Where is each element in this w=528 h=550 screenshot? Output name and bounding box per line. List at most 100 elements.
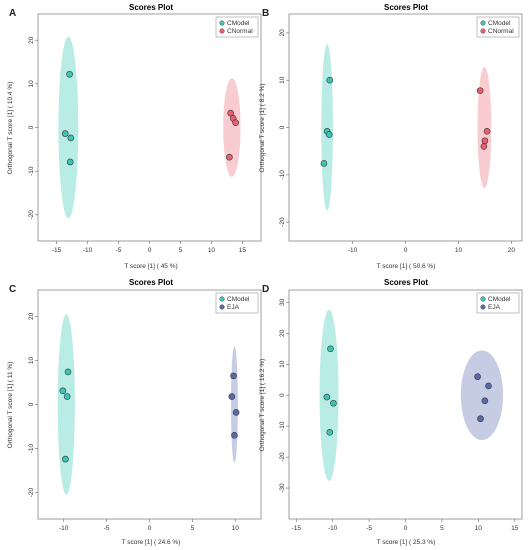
x-axis-title: T score [1] ( 25.3 %)	[377, 539, 436, 546]
plot-title: Scores Plot	[384, 278, 428, 287]
plot-panel-b: B Scores Plot -10 0 10 20 -20 -10 0 10 20 T score […	[259, 3, 523, 270]
x-tick-label: -15	[292, 525, 302, 532]
data-point-cmodel-4	[326, 429, 334, 436]
legend-marker-eja	[480, 304, 486, 310]
legend-box	[476, 16, 520, 38]
panel-letter: B	[262, 8, 269, 19]
data-point-cmodel-3	[63, 393, 71, 400]
confidence-ellipse-cmodel	[58, 36, 79, 219]
data-point-eja-1	[230, 372, 237, 380]
plot-frame	[37, 289, 262, 520]
y-tick-label: 20	[279, 329, 286, 337]
y-tick-label: 30	[279, 298, 286, 306]
y-tick-label: -10	[279, 170, 286, 180]
data-point-cnormal-3	[232, 119, 239, 126]
legend-label-cmodel: CModel	[227, 296, 250, 303]
y-tick-label: -20	[279, 217, 286, 227]
x-tick-label: 15	[511, 525, 519, 532]
y-tick-label: -10	[279, 421, 286, 431]
y-tick-label: 0	[28, 402, 35, 406]
legend-label-eja: EJA	[227, 304, 240, 311]
x-tick-label: 10	[208, 247, 216, 254]
legend-label-cmodel: CModel	[227, 20, 250, 27]
plot-title: Scores Plot	[129, 278, 173, 287]
y-tick-label: 20	[28, 312, 35, 320]
legend-marker-cnormal	[219, 28, 225, 34]
data-point-cmodel-1	[326, 76, 334, 84]
data-point-eja-4	[477, 415, 484, 423]
y-tick-label: -10	[28, 166, 35, 176]
data-point-cmodel-3	[330, 399, 337, 407]
data-point-cmodel-1	[64, 368, 72, 376]
data-point-cmodel-1	[66, 70, 73, 78]
y-tick-label: 10	[279, 360, 286, 368]
confidence-ellipse-cnormal	[223, 78, 241, 177]
data-point-eja-4	[231, 432, 238, 439]
plot-title: Scores Plot	[384, 3, 428, 12]
legend-label-eja: EJA	[488, 304, 501, 311]
plot-panel-d: D Scores Plot -15 -10 -5 0 5 10 15 -30 -20 -10 0 10 20…	[259, 278, 523, 546]
y-tick-label: 20	[279, 29, 286, 37]
y-tick-label: -20	[28, 488, 35, 498]
y-axis-title: Orthogonal T score [1] ( 10.4 %)	[7, 82, 14, 175]
y-tick-label: 0	[279, 125, 286, 129]
data-point-eja-3	[232, 409, 240, 416]
x-tick-label: 10	[455, 247, 463, 254]
x-tick-label: 0	[404, 525, 408, 532]
x-tick-label: 0	[148, 247, 152, 254]
y-axis-title: Orthogonal T score [1] ( 11 %)	[7, 362, 14, 449]
data-point-eja-2	[228, 393, 236, 400]
y-axis-title: Orthogonal T score [1] ( 16.2 %)	[259, 359, 266, 452]
legend-box	[215, 16, 259, 38]
x-axis-title: T score [1] ( 50.6 %)	[377, 263, 436, 270]
legend-marker-eja	[219, 304, 225, 310]
x-tick-label: -5	[366, 525, 372, 532]
x-tick-label: 5	[191, 525, 195, 532]
x-axis-title: T score [1] ( 24.6 %)	[122, 539, 181, 546]
confidence-ellipse-cmodel	[57, 314, 75, 495]
y-tick-label: 10	[28, 80, 35, 88]
confidence-ellipse-eja	[460, 350, 504, 441]
x-tick-label: -15	[52, 247, 62, 254]
x-tick-label: 15	[239, 247, 247, 254]
data-point-cmodel-4	[66, 158, 74, 166]
plot-panel-a: A Scores Plot -15 -10 -5 0 5 10 15 -20 -10 0 10 20 T s…	[7, 3, 262, 270]
data-point-cnormal-3	[481, 137, 489, 145]
x-tick-label: 5	[179, 247, 183, 254]
data-point-eja-2	[485, 382, 492, 390]
x-tick-label: 10	[475, 525, 483, 532]
x-tick-label: -5	[104, 525, 110, 532]
x-tick-label: 0	[148, 525, 152, 532]
data-point-cmodel-1	[327, 345, 334, 353]
legend-label-cnormal: CNormal	[227, 28, 253, 35]
legend-marker-cmodel	[219, 20, 225, 26]
y-tick-label: -20	[279, 452, 286, 462]
y-axis-title: Orthogonal T score [1] ( 8.2 %)	[259, 84, 266, 173]
x-tick-label: -10	[328, 525, 338, 532]
data-point-eja-3	[481, 397, 489, 405]
data-point-cnormal-1	[476, 87, 484, 94]
x-tick-label: -10	[348, 247, 358, 254]
y-tick-label: 20	[28, 36, 35, 44]
x-tick-label: 20	[508, 247, 516, 254]
plot-title: Scores Plot	[129, 3, 173, 12]
panel-letter: A	[9, 8, 16, 19]
confidence-ellipse-cmodel	[321, 44, 333, 211]
data-point-cmodel-3	[325, 131, 333, 138]
data-point-cnormal-1	[227, 109, 234, 117]
data-point-cmodel-4	[62, 455, 69, 463]
legend-box	[476, 292, 520, 314]
x-tick-label: -10	[83, 247, 93, 254]
data-point-cmodel-2	[61, 130, 69, 137]
data-point-cnormal-4	[226, 153, 233, 161]
data-point-eja-1	[474, 373, 481, 380]
x-tick-label: 5	[440, 525, 444, 532]
legend-label-cnormal: CNormal	[488, 28, 514, 35]
legend-marker-cmodel	[480, 296, 486, 302]
data-point-cmodel-4	[320, 160, 328, 167]
x-axis-title: T score [1] ( 45 %)	[124, 263, 177, 270]
legend-label-cmodel: CModel	[488, 20, 511, 27]
data-point-cmodel-3	[67, 134, 75, 142]
confidence-ellipse-eja	[230, 346, 238, 463]
